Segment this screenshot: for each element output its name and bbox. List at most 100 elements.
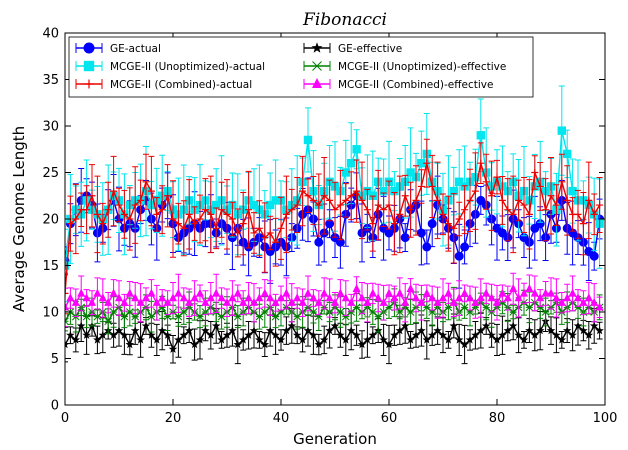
data-point	[169, 215, 177, 223]
data-point	[120, 330, 129, 339]
data-point	[330, 321, 340, 330]
data-point	[579, 220, 587, 228]
data-point	[363, 297, 372, 306]
legend-errorbar	[303, 43, 331, 53]
data-point	[412, 293, 420, 302]
y-tick-label: 40	[42, 27, 59, 42]
data-point	[65, 289, 69, 297]
data-point	[66, 293, 75, 302]
data-point	[368, 330, 378, 339]
data-point	[136, 297, 145, 306]
data-point	[249, 326, 259, 335]
data-point	[110, 187, 118, 195]
data-point	[476, 293, 485, 302]
error-bar	[65, 287, 68, 327]
data-point	[476, 326, 486, 335]
data-point	[77, 288, 86, 297]
data-point	[293, 293, 302, 302]
data-point	[395, 288, 404, 297]
data-point	[531, 169, 539, 176]
data-point	[353, 187, 361, 195]
data-point	[212, 224, 220, 232]
data-point	[525, 326, 534, 335]
data-point	[589, 321, 599, 330]
data-point	[292, 330, 302, 339]
data-point	[255, 224, 263, 232]
data-point	[589, 251, 599, 261]
data-point	[185, 210, 193, 218]
data-point	[547, 192, 555, 200]
y-tick-label: 25	[42, 166, 59, 181]
data-point	[271, 297, 280, 306]
legend-errorbar	[75, 43, 103, 53]
data-point	[552, 293, 561, 302]
data-point	[515, 196, 523, 204]
data-point	[309, 308, 318, 316]
data-point	[93, 335, 102, 344]
data-point	[590, 210, 598, 218]
data-point	[406, 168, 415, 177]
data-point	[558, 178, 566, 186]
data-point	[104, 297, 113, 306]
data-point	[303, 135, 313, 145]
data-point	[427, 219, 437, 229]
data-point	[260, 340, 270, 349]
axis-ticks: 0 20 40 60 80 100 0 5 10 15 20 25 30 35 40	[42, 27, 617, 427]
data-point	[131, 201, 139, 209]
series-line	[65, 319, 601, 351]
data-point	[98, 330, 108, 339]
data-point	[179, 308, 188, 316]
data-point	[509, 283, 518, 292]
data-point	[179, 293, 188, 302]
data-point	[303, 326, 313, 335]
data-point	[233, 340, 243, 349]
data-point	[299, 187, 307, 195]
data-point	[509, 210, 517, 218]
data-point	[568, 186, 577, 196]
legend-item: MCGE-II (Combined)-actual	[75, 79, 252, 91]
data-point	[315, 201, 323, 209]
data-point	[163, 297, 172, 306]
data-point	[552, 201, 560, 209]
data-point	[125, 340, 135, 349]
legend-marker	[312, 78, 322, 88]
data-point	[282, 326, 291, 335]
data-point	[504, 206, 512, 214]
data-point	[347, 192, 355, 200]
data-point	[542, 206, 550, 214]
data-point	[179, 330, 189, 339]
data-point	[488, 192, 496, 200]
series-2	[65, 138, 604, 315]
data-point	[320, 288, 329, 297]
data-point	[390, 330, 399, 339]
data-point	[304, 288, 312, 297]
data-point	[163, 330, 172, 339]
data-point	[157, 326, 167, 335]
data-point	[498, 288, 507, 297]
data-point	[298, 335, 307, 344]
data-point	[460, 288, 469, 297]
data-point	[573, 321, 583, 330]
data-point	[574, 210, 582, 218]
data-point	[455, 177, 464, 186]
error-bar	[65, 326, 68, 363]
legend-label: MCGE-II (Combined)-actual	[110, 79, 252, 91]
data-point	[82, 330, 91, 339]
data-point	[423, 159, 431, 167]
data-point	[239, 297, 248, 306]
data-point	[341, 312, 350, 321]
data-point	[66, 330, 75, 339]
data-point	[530, 330, 540, 339]
data-point	[126, 215, 134, 223]
data-point	[293, 201, 301, 209]
series-5	[65, 272, 604, 327]
legend-errorbar	[75, 79, 103, 89]
data-point	[562, 326, 572, 335]
data-point	[255, 335, 264, 344]
data-point	[336, 330, 345, 339]
y-tick-label: 5	[51, 352, 59, 367]
error-bar	[65, 228, 68, 303]
data-point	[416, 228, 426, 238]
legend-label: MCGE-II (Unoptimized)-effective	[338, 61, 506, 73]
